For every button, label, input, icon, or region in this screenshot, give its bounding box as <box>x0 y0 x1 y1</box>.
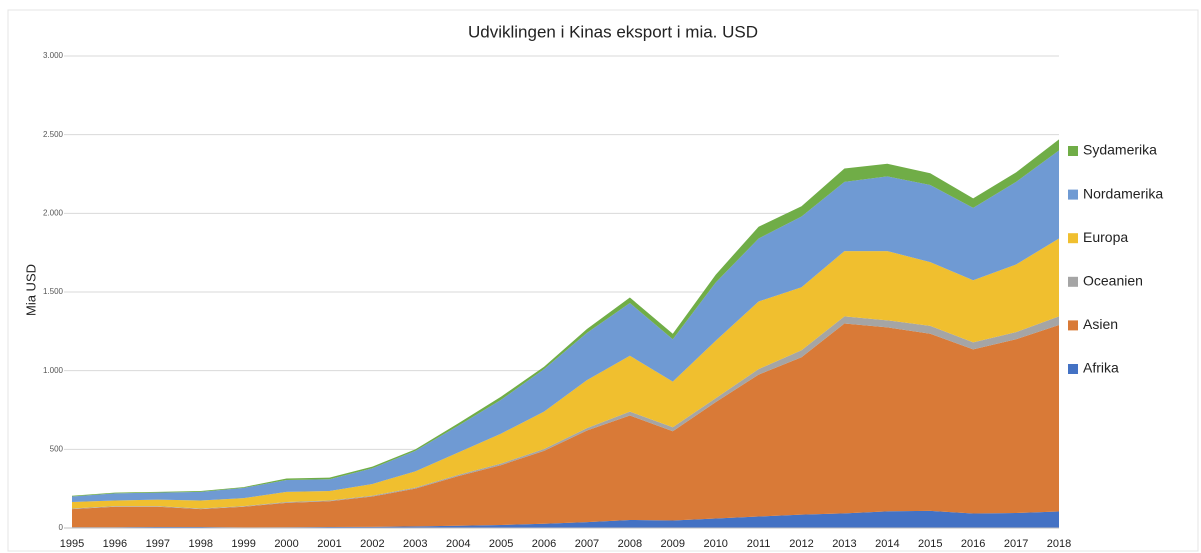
y-tick-label: 1.500 <box>43 287 64 296</box>
x-tick-label: 1999 <box>231 538 255 550</box>
x-tick-label: 2002 <box>360 538 384 550</box>
x-tick-label: 2018 <box>1047 538 1071 550</box>
x-tick-label: 2007 <box>575 538 599 550</box>
chart-border <box>7 9 1199 552</box>
x-tick-label: 1996 <box>103 538 127 550</box>
y-tick-label: 0 <box>59 523 64 532</box>
x-tick-label: 2010 <box>703 538 727 550</box>
area <box>72 510 1059 528</box>
x-tick-label: 2000 <box>274 538 298 550</box>
x-tick-label: 2006 <box>532 538 556 550</box>
legend-label: Oceanien <box>1083 273 1143 289</box>
x-tick-label: 2004 <box>446 538 470 550</box>
x-tick-label: 1997 <box>146 538 170 550</box>
area <box>72 323 1059 528</box>
x-tick-label: 2012 <box>789 538 813 550</box>
legend-label: Afrika <box>1083 360 1119 376</box>
area <box>72 150 1059 503</box>
x-tick-label: 2016 <box>961 538 985 550</box>
legend-swatch <box>1068 320 1078 331</box>
x-tick-label: 2009 <box>661 538 685 550</box>
x-tick-label: 2003 <box>403 538 427 550</box>
x-tick-label: 1998 <box>188 538 212 550</box>
x-tick-label: 1995 <box>60 538 84 550</box>
x-tick-label: 2011 <box>747 538 771 550</box>
y-tick-label: 1.000 <box>43 366 64 375</box>
x-tick-label: 2001 <box>317 538 341 550</box>
x-tick-label: 2017 <box>1004 538 1028 550</box>
chart-title: Udviklingen i Kinas eksport i mia. USD <box>468 22 758 41</box>
x-tick-label: 2014 <box>875 538 899 550</box>
legend-swatch <box>1068 189 1078 200</box>
legend-label: Sydamerika <box>1083 142 1157 158</box>
y-tick-label: 500 <box>50 444 64 453</box>
legend-swatch <box>1068 146 1078 156</box>
y-tick-label: 3.000 <box>43 51 64 60</box>
x-tick-label: 2005 <box>489 538 513 550</box>
legend-label: Asien <box>1083 316 1118 332</box>
legend-swatch <box>1068 276 1078 287</box>
x-tick-label: 2013 <box>832 538 856 550</box>
area <box>72 238 1059 509</box>
y-tick-label: 2.500 <box>43 130 64 139</box>
legend-label: Europa <box>1083 229 1128 245</box>
x-tick-label: 2015 <box>918 538 942 550</box>
legend-swatch <box>1068 233 1078 244</box>
y-tick-label: 2.000 <box>43 208 64 217</box>
x-tick-label: 2008 <box>618 538 642 550</box>
legend-label: Nordamerika <box>1083 185 1163 201</box>
y-axis-label: Mia USD <box>23 264 38 316</box>
legend-swatch <box>1068 364 1078 374</box>
